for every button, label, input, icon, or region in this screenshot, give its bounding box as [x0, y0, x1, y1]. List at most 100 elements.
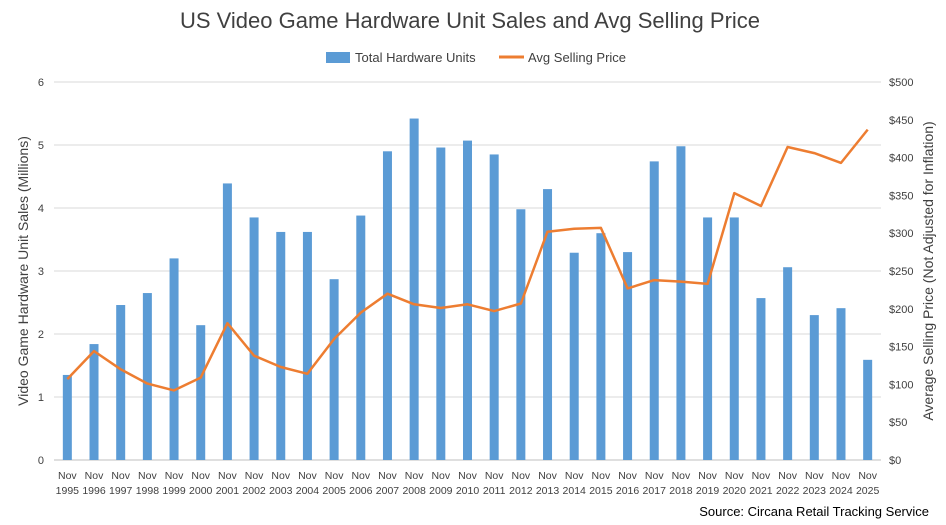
bar-units — [489, 154, 499, 460]
x-tick-label-month: Nov — [672, 470, 691, 482]
bar-units — [623, 252, 633, 460]
y-tick-label: 0 — [38, 455, 44, 467]
bar-units — [196, 325, 206, 460]
bar-units — [222, 183, 232, 460]
bar-units — [142, 293, 152, 460]
x-tick-label-month: Nov — [165, 470, 184, 482]
bar-units — [863, 359, 873, 460]
x-tick-label-year: 2000 — [189, 485, 213, 497]
x-tick-label-year: 1995 — [56, 485, 80, 497]
x-tick-label-month: Nov — [138, 470, 157, 482]
y-axis-label: Video Game Hardware Unit Sales (Millions… — [15, 136, 31, 406]
x-tick-label-month: Nov — [805, 470, 824, 482]
x-tick-label-year: 2002 — [242, 485, 266, 497]
y2-tick-label: $350 — [889, 190, 913, 202]
x-tick-label-month: Nov — [431, 470, 450, 482]
y-tick-label: 3 — [38, 266, 44, 278]
x-tick-label-year: 2001 — [216, 485, 240, 497]
x-tick-label-month: Nov — [725, 470, 744, 482]
x-tick-label-year: 2023 — [803, 485, 827, 497]
x-tick-label-year: 2022 — [776, 485, 800, 497]
y-tick-label: 1 — [38, 392, 44, 404]
x-tick-label-month: Nov — [245, 470, 264, 482]
bar-units — [543, 189, 553, 460]
x-tick-label-year: 2003 — [269, 485, 293, 497]
x-tick-label-year: 2018 — [669, 485, 693, 497]
y2-tick-label: $150 — [889, 342, 913, 354]
x-tick-label-year: 2005 — [322, 485, 346, 497]
x-tick-label-year: 2015 — [589, 485, 613, 497]
x-tick-label-year: 2004 — [296, 485, 320, 497]
legend: Total Hardware Units Avg Selling Price — [326, 50, 626, 65]
x-tick-label-month: Nov — [405, 470, 424, 482]
bar-units — [62, 374, 72, 460]
line-series-price — [66, 128, 869, 392]
bar-units — [729, 217, 739, 460]
bar-units — [169, 258, 179, 460]
source-note: Source: Circana Retail Tracking Service — [699, 504, 929, 519]
x-tick-label-month: Nov — [538, 470, 557, 482]
x-tick-label-month: Nov — [378, 470, 397, 482]
x-tick-label-month: Nov — [111, 470, 130, 482]
x-tick-label-month: Nov — [832, 470, 851, 482]
bar-units — [836, 308, 846, 460]
legend-swatch-units — [326, 52, 350, 63]
bar-units — [89, 344, 99, 460]
x-tick-label-month: Nov — [645, 470, 664, 482]
x-tick-label-month: Nov — [618, 470, 637, 482]
x-tick-label-month: Nov — [698, 470, 717, 482]
x-tick-label-month: Nov — [565, 470, 584, 482]
y2-tick-label: $0 — [889, 455, 901, 467]
bar-units — [703, 217, 713, 460]
right-axis: $0 $50 $100 $150 $200 $250 $300 $350 $400 $450 $50… — [889, 77, 913, 467]
x-tick-label-month: Nov — [752, 470, 771, 482]
x-tick-label-year: 2014 — [563, 485, 587, 497]
legend-label-units: Total Hardware Units — [355, 50, 476, 65]
x-tick-label-month: Nov — [325, 470, 344, 482]
bar-units — [569, 252, 579, 460]
y2-tick-label: $400 — [889, 153, 913, 165]
bar-units — [596, 233, 606, 460]
y-tick-label: 6 — [38, 77, 44, 89]
x-tick-label-month: Nov — [271, 470, 290, 482]
x-tick-label-month: Nov — [351, 470, 370, 482]
x-tick-label-year: 2020 — [723, 485, 747, 497]
bar-units — [249, 217, 259, 460]
bar-units — [649, 161, 659, 460]
y2-tick-label: $450 — [889, 115, 913, 127]
bar-units — [809, 315, 819, 460]
y2-tick-label: $250 — [889, 266, 913, 278]
y2-tick-label: $300 — [889, 228, 913, 240]
x-tick-label-year: 2008 — [402, 485, 426, 497]
x-tick-label-year: 1999 — [162, 485, 186, 497]
x-tick-label-year: 2021 — [749, 485, 773, 497]
y2-tick-label: $50 — [889, 417, 907, 429]
bar-units — [463, 140, 472, 460]
bar-series-units — [62, 118, 873, 461]
x-tick-label-month: Nov — [191, 470, 210, 482]
x-tick-label-year: 2025 — [856, 485, 880, 497]
bar-units — [676, 146, 686, 460]
bar-units — [756, 298, 766, 460]
bar-units — [276, 231, 286, 460]
bar-units — [409, 118, 419, 460]
x-tick-label-year: 2010 — [456, 485, 480, 497]
x-tick-label-year: 1997 — [109, 485, 133, 497]
legend-label-price: Avg Selling Price — [528, 50, 626, 65]
y-tick-label: 4 — [38, 203, 44, 215]
x-tick-label-month: Nov — [512, 470, 531, 482]
bar-units — [783, 267, 793, 460]
x-tick-label-year: 2019 — [696, 485, 720, 497]
y-tick-label: 5 — [38, 140, 44, 152]
x-tick-label-year: 2013 — [536, 485, 560, 497]
chart-title: US Video Game Hardware Unit Sales and Av… — [180, 8, 760, 33]
bar-units — [302, 231, 312, 460]
line-avg-price — [66, 128, 869, 392]
x-tick-label-month: Nov — [485, 470, 504, 482]
y-tick-label: 2 — [38, 329, 44, 341]
y2-axis-label: Average Selling Price (Not Adjusted for … — [920, 121, 936, 420]
x-tick-label-month: Nov — [58, 470, 77, 482]
x-tick-label-year: 2006 — [349, 485, 373, 497]
x-tick-label-year: 2016 — [616, 485, 640, 497]
